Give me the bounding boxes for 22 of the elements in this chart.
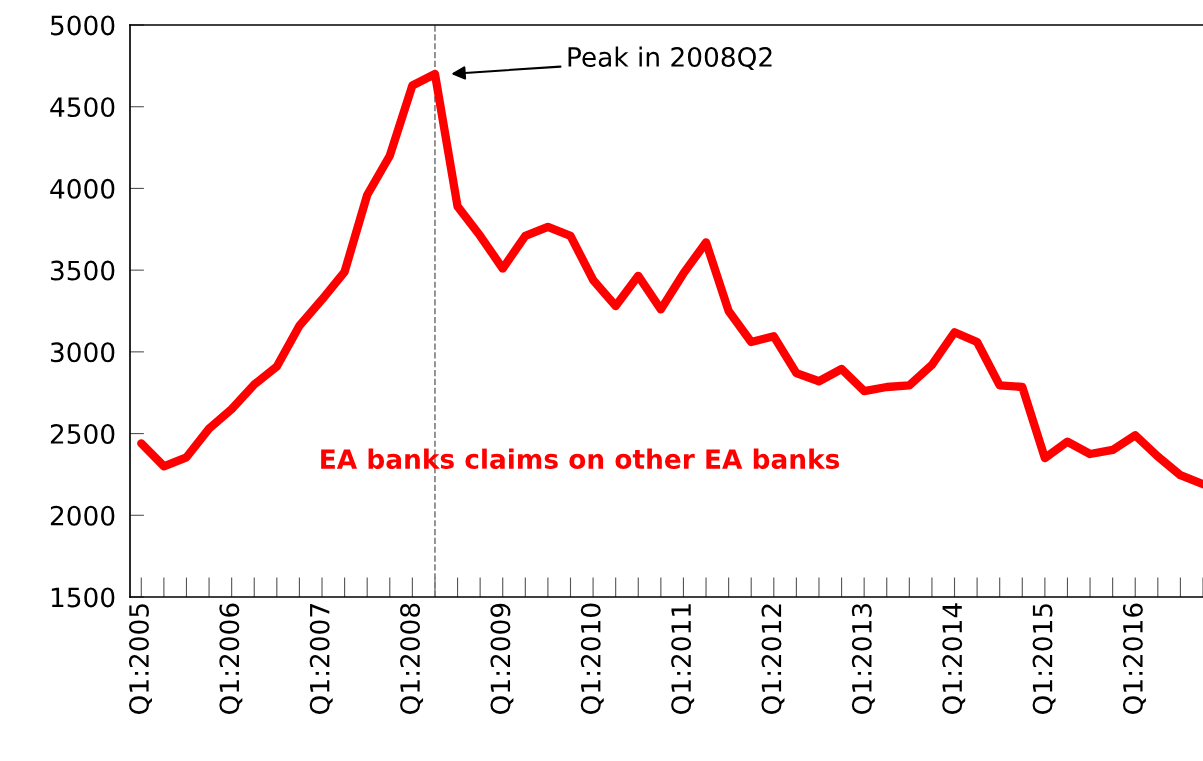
x-tick-label: Q1:2014 <box>942 603 966 714</box>
x-tick-label: Q1:2011 <box>671 604 695 714</box>
y-tick-label: 2000 <box>50 505 115 526</box>
x-tick-label: Q1:2013 <box>851 603 875 714</box>
y-tick-label: 4500 <box>50 97 115 118</box>
y-tick-label: 2500 <box>50 424 115 444</box>
x-tick-label: Q1:2006 <box>219 603 243 714</box>
x-tick-label: Q1:2010 <box>580 603 604 714</box>
x-tick-label: Q1:2007 <box>309 604 333 714</box>
x-tick-label: Q1:2005 <box>128 604 152 714</box>
text: EA banks claims on other EA banks <box>321 448 840 470</box>
x-tick-label: Q1:2012 <box>761 604 785 714</box>
y-tick-label: 1500 <box>51 587 115 608</box>
y-tick-label: 5000 <box>50 15 115 36</box>
x-tick-label: Q1:2016 <box>1122 603 1146 714</box>
x-tick-label: Q1:2008 <box>400 603 424 714</box>
annotation: Peak in 2008Q2 <box>568 46 772 70</box>
x-tick-label: Q1:2009 <box>490 603 514 714</box>
y-tick-label: 3000 <box>50 342 115 363</box>
y-tick-label: 3500 <box>50 260 115 281</box>
x-tick-label: Q1:2015 <box>1032 604 1056 714</box>
y-tick-label: 4000 <box>50 178 115 199</box>
